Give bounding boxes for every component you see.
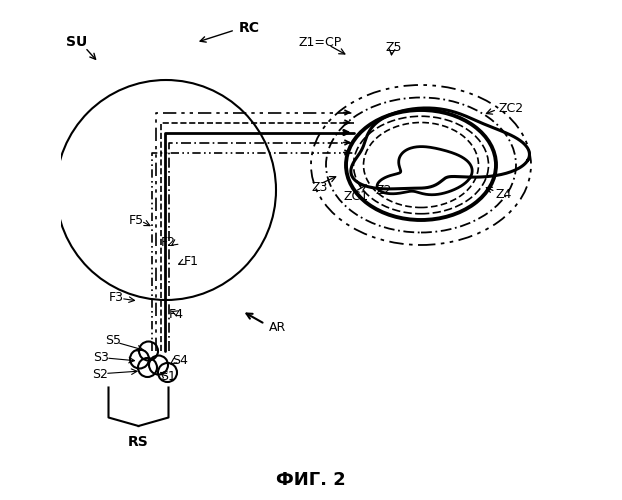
- Text: S2: S2: [92, 368, 108, 380]
- Text: F3: F3: [108, 291, 124, 304]
- Text: F1: F1: [183, 255, 198, 268]
- Text: F5: F5: [129, 214, 144, 226]
- Text: ZC1: ZC1: [343, 190, 369, 202]
- Text: Z2: Z2: [375, 184, 391, 198]
- Text: S5: S5: [105, 334, 121, 347]
- Text: Z3: Z3: [311, 181, 327, 194]
- Text: S3: S3: [93, 351, 109, 364]
- Text: Z5: Z5: [385, 41, 401, 54]
- Text: AR: AR: [269, 321, 285, 334]
- Text: F2: F2: [161, 236, 176, 249]
- Text: Z4: Z4: [496, 188, 513, 202]
- Text: F4: F4: [169, 308, 183, 322]
- Text: SU: SU: [66, 36, 87, 50]
- Text: RC: RC: [238, 20, 259, 34]
- Text: Z1=CP: Z1=CP: [299, 36, 341, 49]
- Text: RS: RS: [128, 436, 149, 450]
- Text: ZC2: ZC2: [498, 102, 524, 116]
- Text: S1: S1: [160, 370, 176, 382]
- Text: ФИГ. 2: ФИГ. 2: [276, 471, 346, 489]
- Text: S4: S4: [172, 354, 188, 368]
